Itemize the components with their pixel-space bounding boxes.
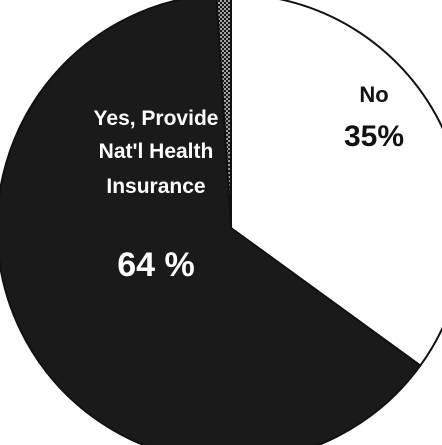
pie-slice-no bbox=[230, 0, 442, 367]
slice-label-yes-line2: Nat'l Health bbox=[99, 140, 214, 163]
slice-label-yes-line3: Insurance bbox=[106, 175, 205, 198]
slice-label-yes-line1: Yes, Provide bbox=[94, 107, 219, 130]
pie-slice-yes bbox=[0, 0, 422, 445]
pie-slice-other bbox=[215, 0, 232, 229]
slice-value-no: 35% bbox=[344, 120, 404, 153]
slice-value-yes: 64 % bbox=[117, 246, 195, 284]
slice-label-no: No bbox=[359, 82, 388, 107]
